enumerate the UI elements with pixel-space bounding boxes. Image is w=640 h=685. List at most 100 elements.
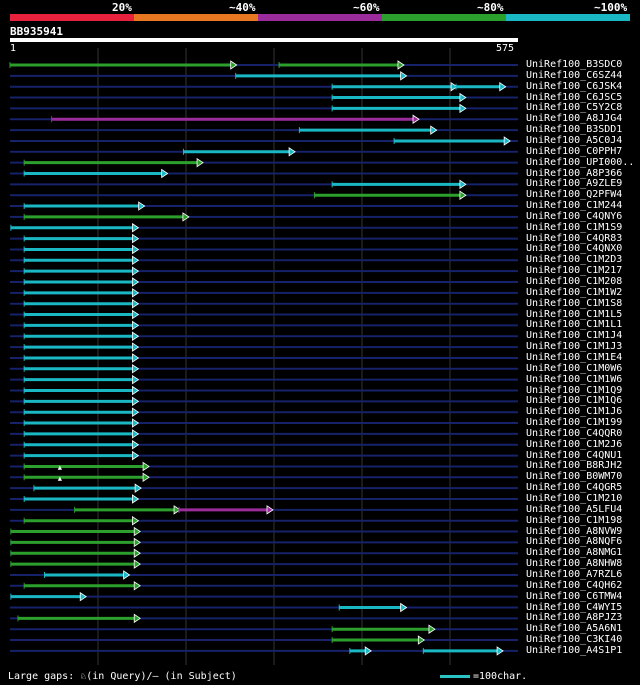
- hit-segment[interactable]: [23, 581, 141, 591]
- hit-label[interactable]: UniRef100_A8NVW9: [526, 525, 623, 537]
- hit-label[interactable]: UniRef100_C1M1W2: [526, 286, 623, 298]
- hit-label[interactable]: UniRef100_C1M1J6: [526, 406, 623, 418]
- hit-segment[interactable]: [349, 646, 372, 656]
- hit-label[interactable]: UniRef100_C4QNX0: [526, 243, 623, 255]
- hit-segment[interactable]: [23, 440, 140, 450]
- hit-segment[interactable]: [23, 168, 169, 179]
- hit-label[interactable]: UniRef100_C1M1W6: [526, 373, 623, 385]
- hit-segment[interactable]: [23, 298, 140, 309]
- hit-label[interactable]: UniRef100_C6SZ44: [526, 69, 623, 81]
- hit-label[interactable]: UniRef100_B3SDC0: [526, 59, 623, 70]
- hit-segment[interactable]: [23, 309, 140, 320]
- hit-label[interactable]: UniRef100_B3SDD1: [526, 124, 623, 136]
- hit-segment[interactable]: [331, 624, 436, 634]
- hit-segment[interactable]: [338, 602, 408, 613]
- hit-label[interactable]: UniRef100_C1M1Q6: [526, 395, 623, 407]
- hit-label[interactable]: UniRef100_A5A6N1: [526, 623, 623, 635]
- hit-segment[interactable]: [235, 71, 408, 81]
- hit-segment[interactable]: [9, 60, 238, 70]
- hit-label[interactable]: UniRef100_C1M210: [526, 493, 623, 504]
- hit-segment[interactable]: [23, 385, 140, 396]
- hit-label[interactable]: UniRef100_C4QR83: [526, 232, 623, 244]
- hit-label[interactable]: UniRef100_B8RJH2: [526, 460, 623, 472]
- hit-label[interactable]: UniRef100_C4QGR5: [526, 482, 623, 494]
- hit-label[interactable]: UniRef100_C6JSC5: [526, 91, 623, 103]
- hit-segment[interactable]: [23, 461, 150, 472]
- hit-label[interactable]: UniRef100_C1M1S9: [526, 221, 623, 233]
- hit-label[interactable]: UniRef100_C0PPH7: [526, 145, 623, 157]
- hit-segment[interactable]: [331, 635, 426, 645]
- hit-label[interactable]: UniRef100_C1M1L5: [526, 308, 623, 320]
- hit-segment[interactable]: [178, 505, 274, 515]
- hit-label[interactable]: UniRef100_C1M2D3: [526, 254, 623, 266]
- hit-segment[interactable]: [23, 288, 140, 298]
- hit-label[interactable]: UniRef100_Q2PFW4: [526, 189, 623, 201]
- hit-label[interactable]: UniRef100_A5C0J4: [526, 134, 623, 146]
- hit-segment[interactable]: [331, 179, 467, 190]
- hit-label[interactable]: UniRef100_C4QQR0: [526, 427, 623, 439]
- hit-segment[interactable]: [10, 559, 141, 569]
- hit-segment[interactable]: [17, 613, 141, 624]
- hit-label[interactable]: UniRef100_A8NQF6: [526, 536, 623, 548]
- hit-label[interactable]: UniRef100_A8PJZ3: [526, 612, 623, 624]
- hit-segment[interactable]: [23, 277, 140, 287]
- hit-segment[interactable]: [23, 353, 140, 363]
- hit-segment[interactable]: [23, 407, 140, 417]
- hit-segment[interactable]: [298, 125, 438, 135]
- hit-label[interactable]: UniRef100_A8NMG1: [526, 547, 623, 559]
- hit-segment[interactable]: [23, 201, 146, 211]
- hit-label[interactable]: UniRef100_A8P366: [526, 167, 623, 179]
- hit-segment[interactable]: [23, 212, 190, 222]
- hit-label[interactable]: UniRef100_C6TMW4: [526, 590, 623, 602]
- hit-segment[interactable]: [331, 103, 467, 114]
- hit-segment[interactable]: [23, 429, 140, 439]
- hit-segment[interactable]: [23, 396, 140, 407]
- hit-segment[interactable]: [10, 526, 141, 537]
- hit-label[interactable]: UniRef100_C1M0W6: [526, 362, 623, 374]
- hit-segment[interactable]: [10, 537, 141, 548]
- hit-segment[interactable]: [23, 374, 140, 385]
- hit-segment[interactable]: [455, 81, 507, 92]
- hit-segment[interactable]: [10, 591, 87, 602]
- hit-label[interactable]: UniRef100_C4QNY6: [526, 210, 623, 222]
- hit-label[interactable]: UniRef100_C1M1Q9: [526, 384, 623, 396]
- hit-label[interactable]: UniRef100_C1M198: [526, 514, 623, 526]
- hit-label[interactable]: UniRef100_C1M1E4: [526, 351, 623, 363]
- hit-segment[interactable]: [23, 342, 140, 352]
- hit-label[interactable]: UniRef100_C1M244: [526, 200, 623, 212]
- hit-label[interactable]: UniRef100_C4QNU1: [526, 449, 623, 461]
- hit-segment[interactable]: [23, 244, 140, 255]
- hit-label[interactable]: UniRef100_A5LFU4: [526, 503, 623, 515]
- hit-segment[interactable]: [23, 472, 150, 483]
- hit-label[interactable]: UniRef100_C1M1S8: [526, 297, 623, 309]
- hit-label[interactable]: UniRef100_C5Y2C8: [526, 102, 623, 114]
- hit-segment[interactable]: [33, 483, 142, 493]
- hit-segment[interactable]: [23, 157, 204, 168]
- hit-label[interactable]: UniRef100_C1M2J6: [526, 438, 623, 450]
- hit-segment[interactable]: [44, 570, 131, 580]
- hit-label[interactable]: UniRef100_C6JSK4: [526, 80, 623, 92]
- hit-segment[interactable]: [422, 646, 504, 656]
- hit-segment[interactable]: [393, 136, 511, 146]
- hit-segment[interactable]: [23, 418, 140, 428]
- hit-label[interactable]: UniRef100_C1M1J4: [526, 330, 623, 342]
- hit-segment[interactable]: [23, 331, 140, 341]
- hit-label[interactable]: UniRef100_A8JJG4: [526, 113, 623, 125]
- hit-segment[interactable]: [23, 233, 140, 244]
- hit-label[interactable]: UniRef100_A8NHW8: [526, 558, 623, 570]
- hit-segment[interactable]: [182, 147, 296, 157]
- hit-label[interactable]: UniRef100_A4S1P1: [526, 644, 623, 656]
- hit-segment[interactable]: [23, 266, 140, 276]
- hit-segment[interactable]: [51, 114, 420, 124]
- hit-label[interactable]: UniRef100_C1M208: [526, 276, 623, 287]
- hit-segment[interactable]: [23, 494, 140, 504]
- hit-segment[interactable]: [23, 515, 140, 526]
- hit-segment[interactable]: [313, 190, 467, 200]
- hit-segment[interactable]: [10, 548, 141, 558]
- hit-segment[interactable]: [74, 505, 181, 515]
- hit-segment[interactable]: [331, 81, 458, 92]
- hit-label[interactable]: UniRef100_C3KI40: [526, 634, 623, 646]
- hit-segment[interactable]: [23, 320, 140, 331]
- hit-segment[interactable]: [278, 60, 405, 70]
- hit-label[interactable]: UniRef100_C4QH62: [526, 579, 623, 591]
